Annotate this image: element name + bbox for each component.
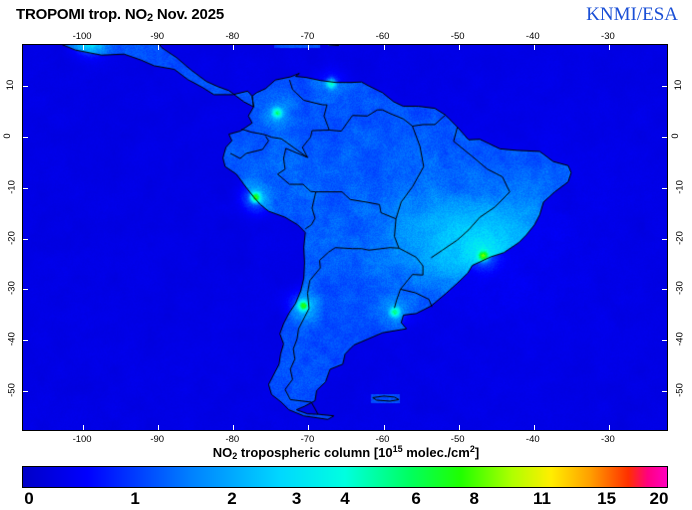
x-axis-label-bottom: -60 [375, 434, 390, 445]
x-axis-label-bottom: -70 [300, 434, 315, 445]
y-axis-tick [23, 238, 28, 240]
caption-end: ] [474, 445, 480, 460]
y-axis-tick [662, 340, 667, 342]
y-axis-tick [23, 340, 28, 342]
x-axis-label-top: -80 [225, 31, 240, 42]
colorbar-tick-label: 2 [227, 489, 237, 508]
y-axis-label-right: -50 [674, 383, 686, 398]
x-axis-label-top: -100 [72, 31, 92, 42]
colorbar-tick-label: 0 [24, 489, 34, 508]
y-axis-label-right: -30 [674, 281, 686, 296]
x-axis-tick [383, 425, 385, 430]
y-axis-tick [23, 85, 28, 87]
caption-no: NO [212, 445, 233, 460]
x-axis-tick [233, 425, 235, 430]
caption-sub: 2 [232, 451, 238, 461]
colorbar-tick-label: 3 [291, 489, 302, 508]
title-subscript: 2 [146, 12, 153, 24]
x-axis-label-bottom: -50 [450, 434, 465, 445]
colorbar-tick-label: 11 [533, 489, 552, 508]
x-axis-tick [158, 425, 160, 430]
colorbar-tick-label: 4 [340, 489, 350, 508]
x-axis-tick [458, 425, 460, 430]
y-axis-tick [662, 85, 667, 87]
x-axis-tick [608, 425, 610, 430]
y-axis-label-right: 10 [672, 79, 684, 91]
x-axis-tick [308, 45, 310, 50]
x-axis-tick [533, 45, 535, 50]
colorbar-tick-label: 20 [649, 489, 669, 508]
y-axis-label-right: -40 [674, 332, 686, 347]
y-axis-label-left: -10 [6, 179, 18, 194]
x-axis-label-top: -50 [450, 31, 465, 42]
y-axis-tick [23, 136, 28, 138]
y-axis-label-left: 10 [4, 79, 16, 91]
x-axis-label-bottom: -100 [72, 434, 92, 445]
page-title: TROPOMI trop. NO2 Nov. 2025 [16, 6, 224, 24]
colorbar [22, 466, 668, 488]
x-axis-label-bottom: -30 [601, 434, 615, 445]
y-axis-label-right: -20 [674, 230, 686, 245]
colorbar-caption: NO2 tropospheric column [1015 molec./cm2… [213, 444, 479, 461]
y-axis-tick [662, 391, 667, 393]
y-axis-label-right: -10 [674, 179, 686, 194]
x-axis-tick [308, 425, 310, 430]
caption-mid: tropospheric column [10 [237, 445, 393, 460]
x-axis-tick [158, 45, 160, 50]
x-axis-label-top: -60 [375, 31, 390, 42]
x-axis-label-top: -40 [525, 31, 540, 42]
colorbar-tick-label: 1 [130, 489, 140, 508]
y-axis-tick [23, 187, 28, 189]
x-axis-label-top: -70 [300, 31, 315, 42]
x-axis-label-bottom: -80 [225, 434, 240, 445]
x-axis-label-bottom: -40 [525, 434, 540, 445]
x-axis-tick [533, 425, 535, 430]
x-axis-tick [383, 45, 385, 50]
y-axis-label-right: 0 [670, 133, 682, 139]
x-axis-tick [83, 45, 85, 50]
y-axis-tick [23, 391, 28, 393]
y-axis-tick [23, 289, 28, 291]
no2-heatmap-canvas [23, 45, 667, 430]
y-axis-tick [662, 187, 667, 189]
colorbar-tick-label: 8 [469, 489, 479, 508]
colorbar-tick-label: 15 [597, 489, 617, 508]
map-plot-area [22, 44, 668, 431]
agency-credit: KNMI/ESA [586, 4, 678, 25]
y-axis-label-left: -40 [6, 332, 18, 347]
y-axis-label-left: -50 [6, 383, 18, 398]
y-axis-tick [662, 238, 667, 240]
y-axis-tick [662, 289, 667, 291]
x-axis-tick [83, 425, 85, 430]
x-axis-label-top: -90 [150, 31, 165, 42]
x-axis-label-bottom: -90 [150, 434, 165, 445]
title-text: TROPOMI trop. NO [16, 6, 147, 23]
x-axis-label-top: -30 [601, 31, 615, 42]
caption-exponent-2: 2 [469, 444, 475, 454]
y-axis-label-left: -20 [6, 230, 18, 245]
y-axis-tick [662, 136, 667, 138]
colorbar-tick-label: 6 [411, 489, 421, 508]
y-axis-label-left: -30 [6, 281, 18, 296]
x-axis-tick [608, 45, 610, 50]
x-axis-tick [233, 45, 235, 50]
title-date: Nov. 2025 [152, 6, 224, 23]
caption-exponent: 15 [392, 444, 403, 454]
x-axis-tick [458, 45, 460, 50]
y-axis-label-left: 0 [2, 133, 14, 139]
caption-post: molec./cm [402, 445, 470, 460]
colorbar-gradient [23, 467, 667, 487]
